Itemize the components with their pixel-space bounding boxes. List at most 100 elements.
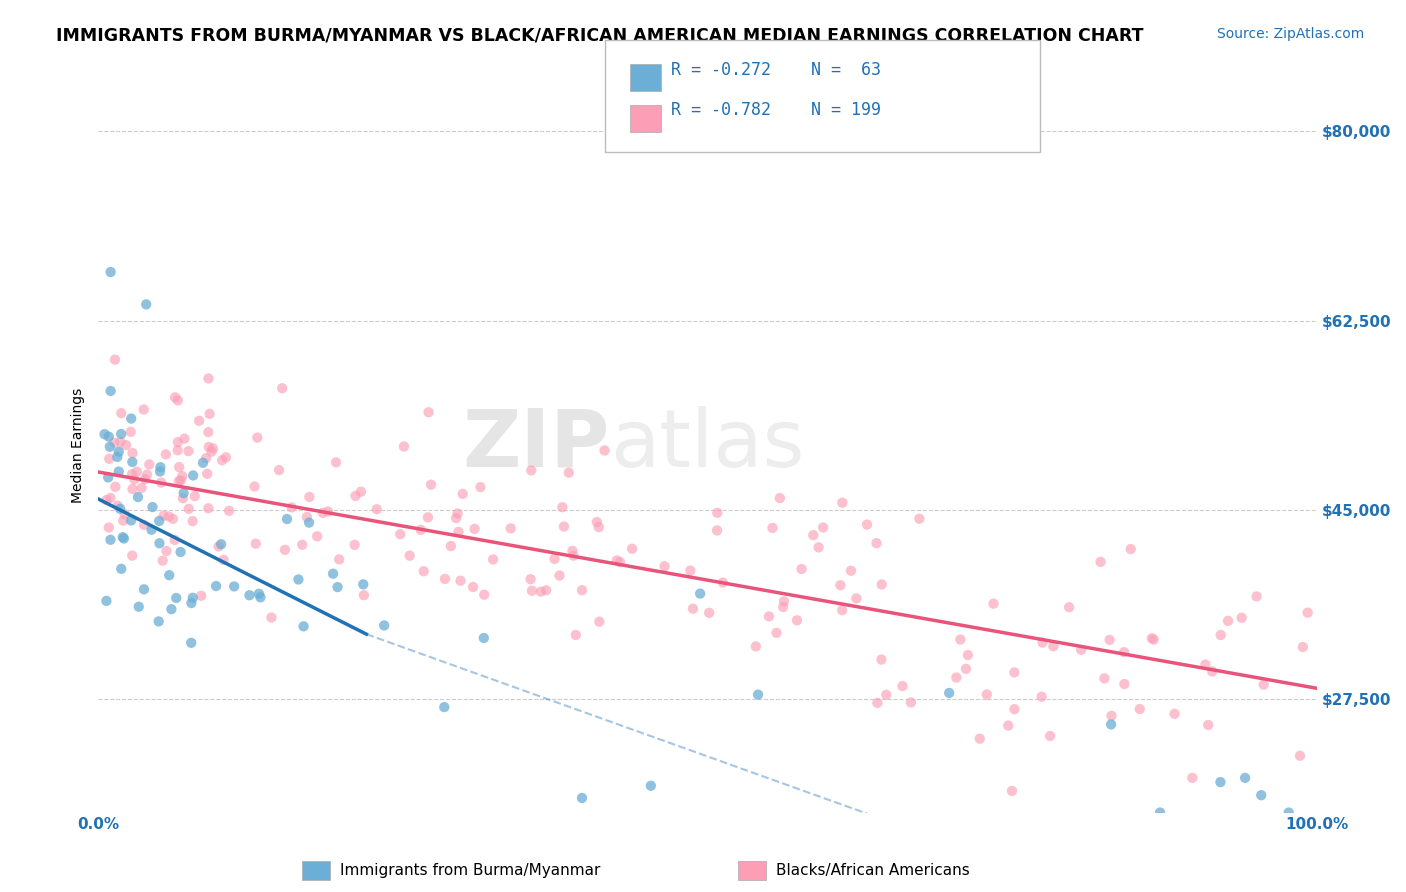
Point <box>499 521 522 535</box>
Point <box>155 447 177 461</box>
Point <box>772 600 794 615</box>
Point <box>181 514 204 528</box>
Point <box>328 552 350 566</box>
Point <box>830 578 852 592</box>
Point <box>1181 771 1204 785</box>
Point <box>110 427 132 442</box>
Point <box>103 435 125 450</box>
Point <box>200 444 222 458</box>
Point <box>100 265 122 279</box>
Point <box>181 468 204 483</box>
Point <box>138 458 160 472</box>
Point <box>247 587 270 601</box>
Point <box>856 517 879 532</box>
Point <box>128 599 150 614</box>
Point <box>609 555 631 569</box>
Point <box>191 456 214 470</box>
Point <box>107 465 129 479</box>
Point <box>97 430 120 444</box>
Point <box>679 564 702 578</box>
Point <box>758 609 780 624</box>
Point <box>761 521 783 535</box>
Point <box>866 696 889 710</box>
Point <box>316 504 339 518</box>
Point <box>558 466 581 480</box>
Point <box>238 588 260 602</box>
Point <box>207 540 229 554</box>
Point <box>271 381 294 395</box>
Point <box>197 425 219 439</box>
Point <box>343 538 366 552</box>
Point <box>409 523 432 537</box>
Point <box>181 591 204 605</box>
Point <box>470 480 492 494</box>
Point <box>157 509 180 524</box>
Point <box>292 619 315 633</box>
Point <box>120 513 142 527</box>
Point <box>162 512 184 526</box>
Point <box>224 579 246 593</box>
Point <box>124 473 146 487</box>
Point <box>543 552 565 566</box>
Point <box>870 577 893 591</box>
Point <box>197 440 219 454</box>
Point <box>177 501 200 516</box>
Point <box>121 455 143 469</box>
Point <box>326 580 349 594</box>
Point <box>136 467 159 482</box>
Point <box>938 686 960 700</box>
Point <box>111 530 134 544</box>
Point <box>482 552 505 566</box>
Point <box>955 662 977 676</box>
Point <box>450 574 472 588</box>
Point <box>976 688 998 702</box>
Point <box>110 406 132 420</box>
Point <box>166 435 188 450</box>
Point <box>135 297 157 311</box>
Point <box>571 791 593 805</box>
Point <box>190 589 212 603</box>
Point <box>1163 706 1185 721</box>
Point <box>322 566 344 581</box>
Point <box>167 474 190 488</box>
Text: Immigrants from Burma/Myanmar: Immigrants from Burma/Myanmar <box>340 863 600 878</box>
Point <box>1042 640 1064 654</box>
Point <box>585 515 607 529</box>
Point <box>444 511 467 525</box>
Point <box>1099 717 1122 731</box>
Point <box>640 779 662 793</box>
Point <box>173 486 195 500</box>
Point <box>132 582 155 597</box>
Point <box>1278 805 1301 820</box>
Point <box>350 484 373 499</box>
Point <box>211 453 233 467</box>
Point <box>1031 690 1053 704</box>
Point <box>96 493 118 508</box>
Point <box>1197 718 1219 732</box>
Point <box>786 613 808 627</box>
Point <box>900 695 922 709</box>
Point <box>121 482 143 496</box>
Point <box>150 475 173 490</box>
Point <box>148 536 170 550</box>
Point <box>520 463 543 477</box>
Point <box>1129 702 1152 716</box>
Text: atlas: atlas <box>610 406 804 484</box>
Point <box>132 517 155 532</box>
Point <box>870 652 893 666</box>
Point <box>280 500 302 515</box>
Point <box>1031 635 1053 649</box>
Point <box>112 532 135 546</box>
Point <box>588 615 610 629</box>
Point <box>392 440 415 454</box>
Point <box>163 533 186 547</box>
Point <box>433 700 456 714</box>
Point <box>1098 632 1121 647</box>
Point <box>440 539 463 553</box>
Point <box>246 431 269 445</box>
Point <box>287 573 309 587</box>
Point <box>160 602 183 616</box>
Point <box>165 390 187 404</box>
Point <box>120 411 142 425</box>
Point <box>706 524 728 538</box>
